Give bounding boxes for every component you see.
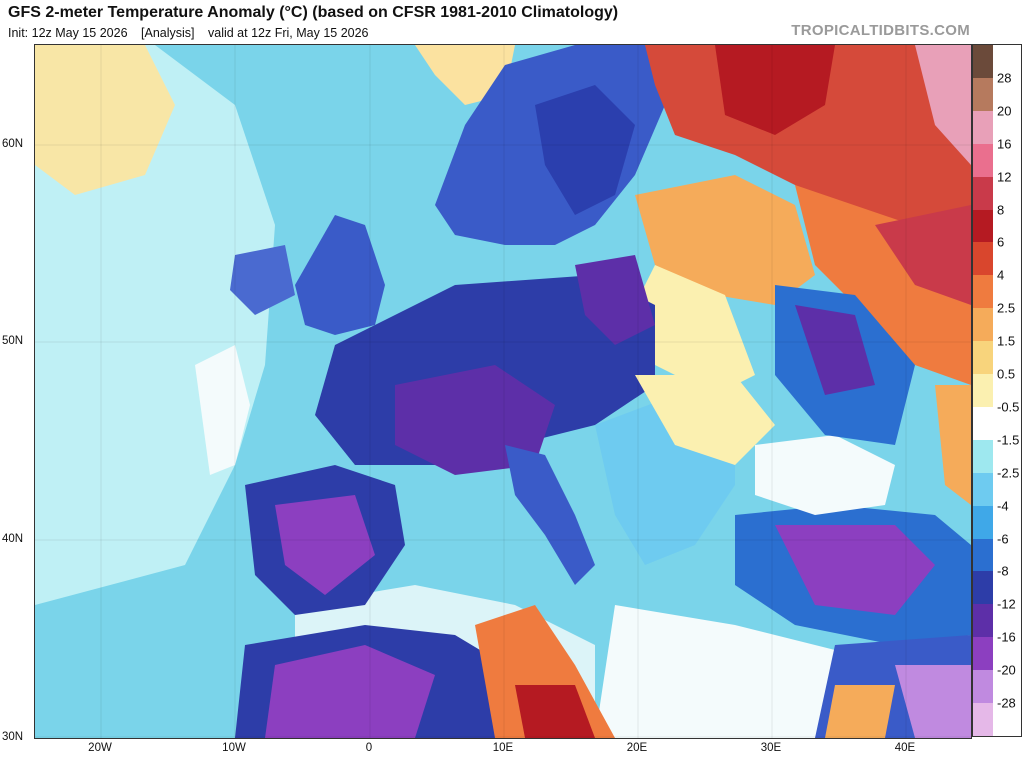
lon-label-20w: 20W [88, 742, 112, 754]
land-romania-warm [635, 375, 775, 465]
land-ne-pink [915, 45, 971, 165]
colorbar-swatch [973, 374, 993, 408]
land-sinai-warm [825, 685, 895, 738]
colorbar-legend: 28 20 16 12 8 6 4 2.5 1.5 0.5 -0.5 -1.5 -2.5 -4 -6 -8 -1… [972, 44, 1022, 737]
land-italy [505, 445, 595, 585]
land-caucasus-warm [935, 385, 971, 505]
atlantic-white [195, 345, 250, 475]
colorbar-swatch [973, 472, 993, 507]
lon-label-10w: 10W [222, 742, 246, 754]
colorbar-swatch [973, 538, 993, 572]
lon-label-30e: 30E [760, 742, 782, 754]
colorbar-swatch [973, 703, 993, 737]
colorbar-swatch [973, 341, 993, 375]
init-time: Init: 12z May 15 2026 [8, 26, 128, 40]
colorbar-label: 1.5 [997, 333, 1016, 349]
land-baltics [635, 175, 815, 305]
colorbar-label: -8 [997, 563, 1009, 579]
lon-label-20e: 20E [626, 742, 648, 754]
lat-label-40n: 40N [2, 533, 24, 545]
colorbar-swatch [973, 77, 993, 112]
colorbar-label: -6 [997, 531, 1009, 547]
colorbar-swatch [973, 505, 993, 540]
colorbar-label: 6 [997, 234, 1005, 250]
colorbar-label: -4 [997, 498, 1009, 514]
colorbar-label: 4 [997, 267, 1005, 283]
analysis-tag: [Analysis] [141, 26, 195, 40]
land-britain [295, 215, 385, 335]
land-ireland [230, 245, 295, 315]
colorbar-swatch [973, 406, 993, 441]
land-poland-east [635, 265, 755, 395]
land-germany-east-purple [575, 255, 655, 345]
colorbar-label: -1.5 [997, 432, 1020, 448]
colorbar-swatch [973, 275, 993, 309]
colorbar-label: 8 [997, 202, 1005, 218]
colorbar-label: 2.5 [997, 300, 1016, 316]
graticule [35, 45, 971, 738]
valid-time: valid at 12z Fri, May 15 2026 [208, 26, 369, 40]
land-sweden [535, 85, 635, 215]
land-turkey-purple [775, 525, 935, 615]
colorbar-swatch [973, 439, 993, 474]
colorbar-swatch [973, 604, 993, 638]
lon-label-0: 0 [365, 742, 373, 754]
colorbar-swatch [973, 176, 993, 210]
lat-label-60n: 60N [2, 138, 24, 150]
colorbar-swatch [973, 45, 993, 79]
colorbar-label: 20 [997, 103, 1012, 119]
colorbar-label: -2.5 [997, 465, 1020, 481]
colorbar-label: -16 [997, 629, 1016, 645]
lon-label-10e: 10E [492, 742, 514, 754]
colorbar-swatch [973, 670, 993, 704]
map-title: GFS 2-meter Temperature Anomaly (°C) (ba… [8, 4, 619, 21]
brand-watermark: TROPICALTIDBITS.COM [791, 22, 970, 39]
colorbar-label: 0.5 [997, 366, 1016, 382]
lat-label-30n: 30N [2, 731, 24, 743]
land-finland-hot [715, 45, 835, 135]
atlantic-warm-nw [35, 45, 175, 195]
colorbar-swatch [973, 110, 993, 145]
colorbar-label: -28 [997, 695, 1016, 711]
lon-label-40e: 40E [894, 742, 916, 754]
colorbar-swatch [973, 308, 993, 342]
colorbar-label: 12 [997, 169, 1012, 185]
colorbar-label: 28 [997, 70, 1012, 86]
colorbar-swatch [973, 143, 993, 178]
lat-label-50n: 50N [2, 335, 24, 347]
black-sea [755, 435, 895, 515]
colorbar-swatch [973, 209, 993, 243]
colorbar-label: 16 [997, 136, 1012, 152]
map-subtitle: Init: 12z May 15 2026 [Analysis] valid a… [8, 26, 379, 40]
colorbar-swatch [973, 637, 993, 671]
land-ukraine-purple [795, 305, 875, 395]
map-canvas [35, 45, 971, 738]
colorbar-label: -12 [997, 596, 1016, 612]
colorbar-swatch [973, 242, 993, 276]
colorbar-label: -0.5 [997, 399, 1020, 415]
land-iberia-purple [275, 495, 375, 595]
colorbar-label: -20 [997, 662, 1016, 678]
land-libya-hot [515, 685, 595, 738]
land-algeria-purple [265, 645, 435, 738]
anomaly-map [34, 44, 972, 739]
colorbar-swatch [973, 571, 993, 605]
land-russia-red [875, 205, 971, 305]
land-me-lilac [895, 665, 971, 738]
